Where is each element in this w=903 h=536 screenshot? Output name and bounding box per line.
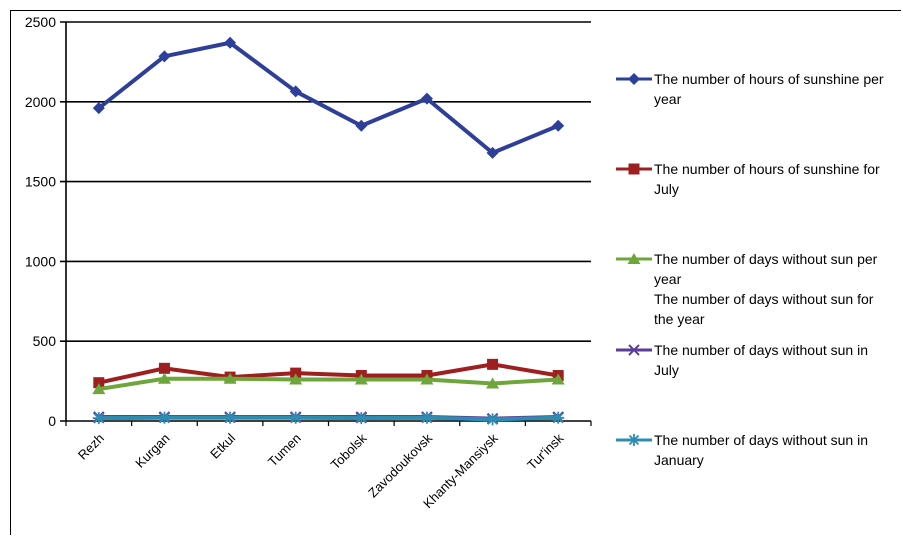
x-category-label: Zavodoukovsk	[365, 430, 435, 500]
legend-swatch-marker	[628, 344, 640, 356]
x-category-label: Rezh	[75, 431, 107, 463]
legend-label: The number of days without sun in	[654, 432, 868, 448]
y-tick-label: 500	[33, 333, 57, 349]
series-line	[98, 415, 559, 422]
legend-label: The number of days without sun for	[654, 291, 874, 307]
x-category-label: Tur'insk	[524, 430, 567, 473]
data-point	[552, 119, 565, 132]
data-point	[355, 119, 368, 132]
data-point	[289, 85, 302, 98]
data-point	[486, 146, 499, 159]
data-point	[158, 362, 170, 374]
y-tick-label: 2500	[25, 14, 56, 30]
legend-label: July	[654, 181, 679, 197]
data-point	[158, 50, 171, 63]
legend-label: January	[654, 452, 704, 468]
data-point	[420, 373, 434, 385]
series-line	[98, 362, 559, 385]
data-point	[354, 373, 368, 385]
data-point	[92, 412, 105, 425]
data-point	[157, 372, 171, 384]
legend-label: year	[654, 91, 682, 107]
data-point	[289, 373, 303, 385]
data-point	[290, 367, 302, 379]
legend-swatch-marker	[628, 163, 640, 175]
legend-label: year	[654, 271, 682, 287]
legend-label: The number of days without sun per	[654, 251, 878, 267]
series-line	[97, 40, 559, 155]
data-point	[92, 383, 106, 395]
legend-label: the year	[654, 311, 705, 327]
data-point	[93, 377, 105, 389]
x-category-label: Kurgan	[132, 431, 172, 471]
data-point	[487, 358, 499, 370]
data-point	[486, 377, 500, 389]
data-point	[92, 102, 105, 115]
x-category-label: Tobolsk	[328, 430, 370, 472]
data-point	[552, 411, 565, 424]
data-point	[224, 36, 237, 49]
data-point	[223, 372, 237, 384]
data-point	[420, 92, 433, 105]
legend-label: The number of hours of sunshine for	[654, 161, 880, 177]
data-point	[486, 413, 499, 426]
legend-swatch-marker	[628, 73, 640, 85]
y-tick-label: 0	[48, 413, 56, 429]
legend-label: July	[654, 362, 679, 378]
chart-frame: 0 500 1000 1500 2000 2500 Rezh Kurgan Etkul Tumen…	[10, 10, 901, 535]
legend-label: The number of hours of sunshine per	[654, 71, 884, 87]
y-tick-label: 1500	[25, 174, 56, 190]
data-point	[551, 373, 565, 385]
data-point	[158, 411, 171, 424]
series-line	[98, 376, 559, 392]
line-chart: 0 500 1000 1500 2000 2500 Rezh Kurgan Etkul Tumen…	[25, 14, 884, 511]
legend-swatch-marker	[627, 253, 641, 264]
data-point	[420, 411, 433, 424]
data-point	[224, 411, 237, 424]
legend-swatch-marker	[628, 434, 640, 446]
data-point	[355, 412, 368, 425]
x-category-label: Etkul	[207, 430, 238, 461]
y-tick-label: 2000	[25, 94, 56, 110]
data-point	[289, 411, 302, 424]
legend-label: The number of days without sun in	[654, 342, 868, 358]
x-category-label: Tumen	[265, 431, 304, 470]
y-tick-label: 1000	[25, 253, 56, 269]
